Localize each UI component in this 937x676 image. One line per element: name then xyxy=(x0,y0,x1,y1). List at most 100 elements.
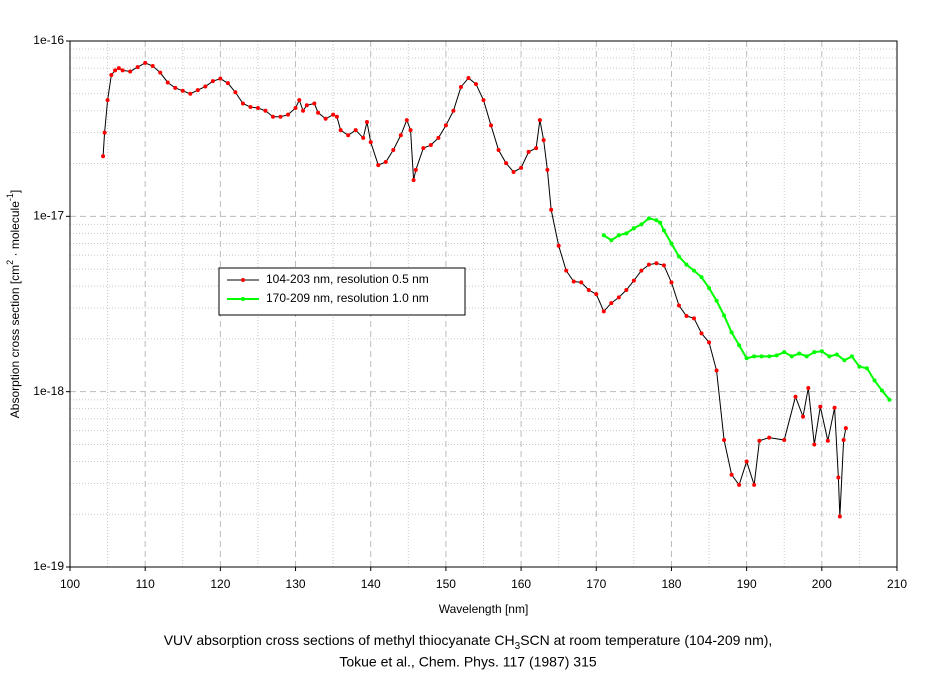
data-point xyxy=(579,280,584,285)
data-point xyxy=(331,112,336,117)
data-point xyxy=(654,218,659,223)
data-point xyxy=(158,70,163,75)
data-point xyxy=(323,116,328,121)
data-point xyxy=(729,330,734,335)
data-point xyxy=(195,88,200,93)
data-point xyxy=(759,354,764,359)
data-point xyxy=(699,331,704,336)
data-point xyxy=(102,130,107,135)
data-point xyxy=(722,313,727,318)
x-tick-label: 180 xyxy=(661,577,681,591)
y-axis-label: Absorption cross section [cm2 · molecule… xyxy=(5,190,22,418)
data-point xyxy=(541,138,546,143)
data-point xyxy=(404,118,409,123)
data-point xyxy=(789,354,794,359)
caption: Tokue et al., Chem. Phys. 117 (1987) 315 xyxy=(339,654,597,670)
data-point xyxy=(116,66,121,71)
data-point xyxy=(812,350,817,355)
x-tick-label: 150 xyxy=(436,577,456,591)
data-point xyxy=(669,280,674,285)
data-point xyxy=(368,140,373,145)
data-point xyxy=(782,438,787,443)
data-point xyxy=(113,68,118,73)
data-point xyxy=(812,442,817,447)
data-point xyxy=(669,241,674,246)
data-point xyxy=(421,146,426,151)
data-point xyxy=(210,79,215,84)
data-point xyxy=(609,238,614,243)
data-point xyxy=(586,288,591,293)
legend-label: 104-203 nm, resolution 0.5 nm xyxy=(266,272,429,286)
series-line xyxy=(603,217,891,401)
data-point xyxy=(286,112,291,117)
data-point xyxy=(616,295,621,300)
data-point xyxy=(616,233,621,238)
data-point xyxy=(391,147,396,152)
data-point xyxy=(225,81,230,86)
legend-marker xyxy=(241,297,245,301)
data-point xyxy=(793,394,798,399)
y-tick-label: 1e-17 xyxy=(33,209,64,223)
data-point xyxy=(752,482,757,487)
data-point xyxy=(864,366,869,371)
data-point xyxy=(879,388,884,393)
data-point xyxy=(504,161,509,166)
data-point xyxy=(519,165,524,170)
legend-box xyxy=(218,267,466,316)
data-point xyxy=(609,301,614,306)
data-point xyxy=(737,482,742,487)
data-point xyxy=(408,128,413,133)
data-point xyxy=(692,268,697,273)
data-point xyxy=(646,216,651,221)
data-point xyxy=(109,72,114,77)
data-point xyxy=(301,108,306,113)
data-point xyxy=(752,354,757,359)
data-point xyxy=(818,404,823,409)
data-point xyxy=(841,438,846,443)
data-point xyxy=(658,220,663,225)
data-point xyxy=(466,76,471,81)
y-tick-label: 1e-19 xyxy=(33,559,64,573)
data-point xyxy=(782,350,787,355)
data-point xyxy=(631,278,636,283)
plot-frame xyxy=(69,40,898,568)
data-point xyxy=(571,279,576,284)
data-point xyxy=(744,356,749,361)
data-point xyxy=(843,426,848,431)
data-point xyxy=(601,233,606,238)
data-point xyxy=(837,514,842,519)
data-point xyxy=(857,364,862,369)
data-point xyxy=(534,146,539,151)
caption-part: VUV absorption cross sections of methyl … xyxy=(164,632,515,648)
data-point xyxy=(819,349,824,354)
data-point xyxy=(496,147,501,152)
data-point xyxy=(511,169,516,174)
data-point xyxy=(872,378,877,383)
data-point xyxy=(248,105,253,110)
data-point xyxy=(263,108,268,113)
x-tick-label: 170 xyxy=(586,577,606,591)
data-point xyxy=(767,354,772,359)
data-point xyxy=(338,128,343,133)
data-point xyxy=(676,254,681,259)
data-point xyxy=(887,397,892,402)
data-point xyxy=(684,262,689,267)
data-point xyxy=(797,351,802,356)
data-point xyxy=(692,316,697,321)
data-point xyxy=(376,163,381,168)
data-point xyxy=(135,65,140,70)
data-point xyxy=(804,354,809,359)
data-point xyxy=(240,101,245,106)
data-point xyxy=(549,207,554,212)
y-axis-label-part: -1 xyxy=(5,193,15,201)
y-axis-label-part: Absorption cross section [cm xyxy=(8,265,22,418)
y-axis-label-part: 2 xyxy=(5,260,15,265)
caption-part: 3 xyxy=(515,641,521,652)
data-point xyxy=(722,438,727,443)
data-point xyxy=(654,261,659,266)
x-tick-label: 160 xyxy=(511,577,531,591)
legend-marker xyxy=(241,278,245,282)
data-point xyxy=(316,110,321,115)
data-point xyxy=(297,98,302,103)
